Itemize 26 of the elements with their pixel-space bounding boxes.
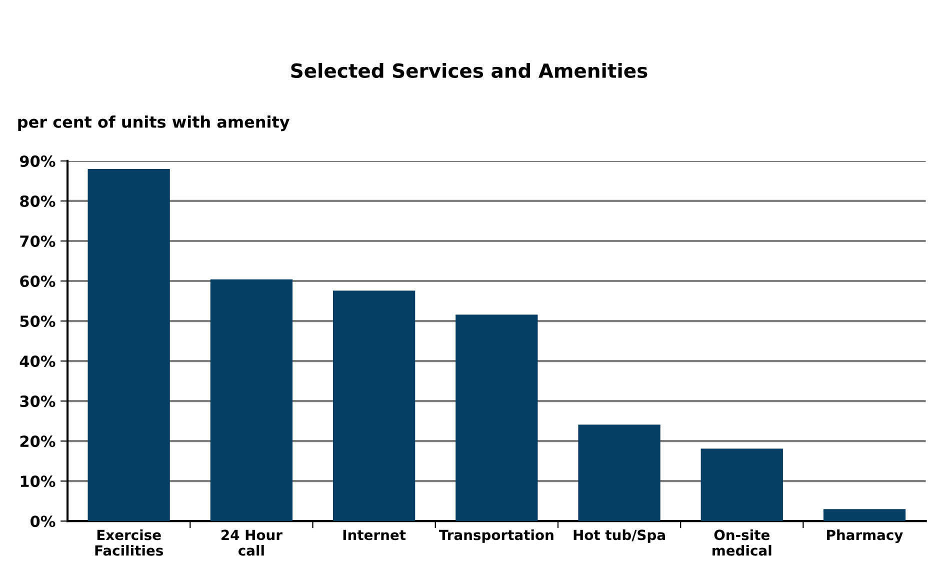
x-tick-label: Transportation (438, 529, 554, 543)
bar (578, 424, 660, 522)
bar (823, 509, 906, 522)
y-tick-label: 10% (20, 476, 56, 488)
y-tick-label: 50% (20, 315, 56, 328)
x-tick-label: Exercise Facilities (95, 529, 164, 556)
bar (88, 168, 170, 522)
bar (332, 290, 416, 522)
x-tick-label: Internet (343, 530, 406, 540)
y-axis-title: per cent of units with amenity (18, 116, 290, 132)
y-tick-label: 80% (20, 195, 56, 207)
y-tick-label: 60% (20, 275, 56, 288)
x-tick-label: 24 Hour call (222, 530, 282, 556)
y-tick-label: 40% (20, 356, 56, 368)
y-tick-label: 90% (20, 155, 56, 167)
chart-title: Selected Services and Amenities (291, 62, 648, 78)
y-tick-label: 70% (20, 235, 56, 248)
x-tick-label: On-site medical (712, 529, 772, 556)
bar (456, 314, 538, 522)
y-tick-label: 30% (20, 396, 56, 408)
y-tick-label: 0% (30, 516, 56, 528)
y-tick-label: 20% (20, 436, 56, 448)
bar (700, 448, 783, 522)
bar (210, 279, 293, 522)
x-tick-label: Pharmacy (827, 529, 903, 543)
x-tick-label: Hot tub/Spa (574, 529, 665, 543)
